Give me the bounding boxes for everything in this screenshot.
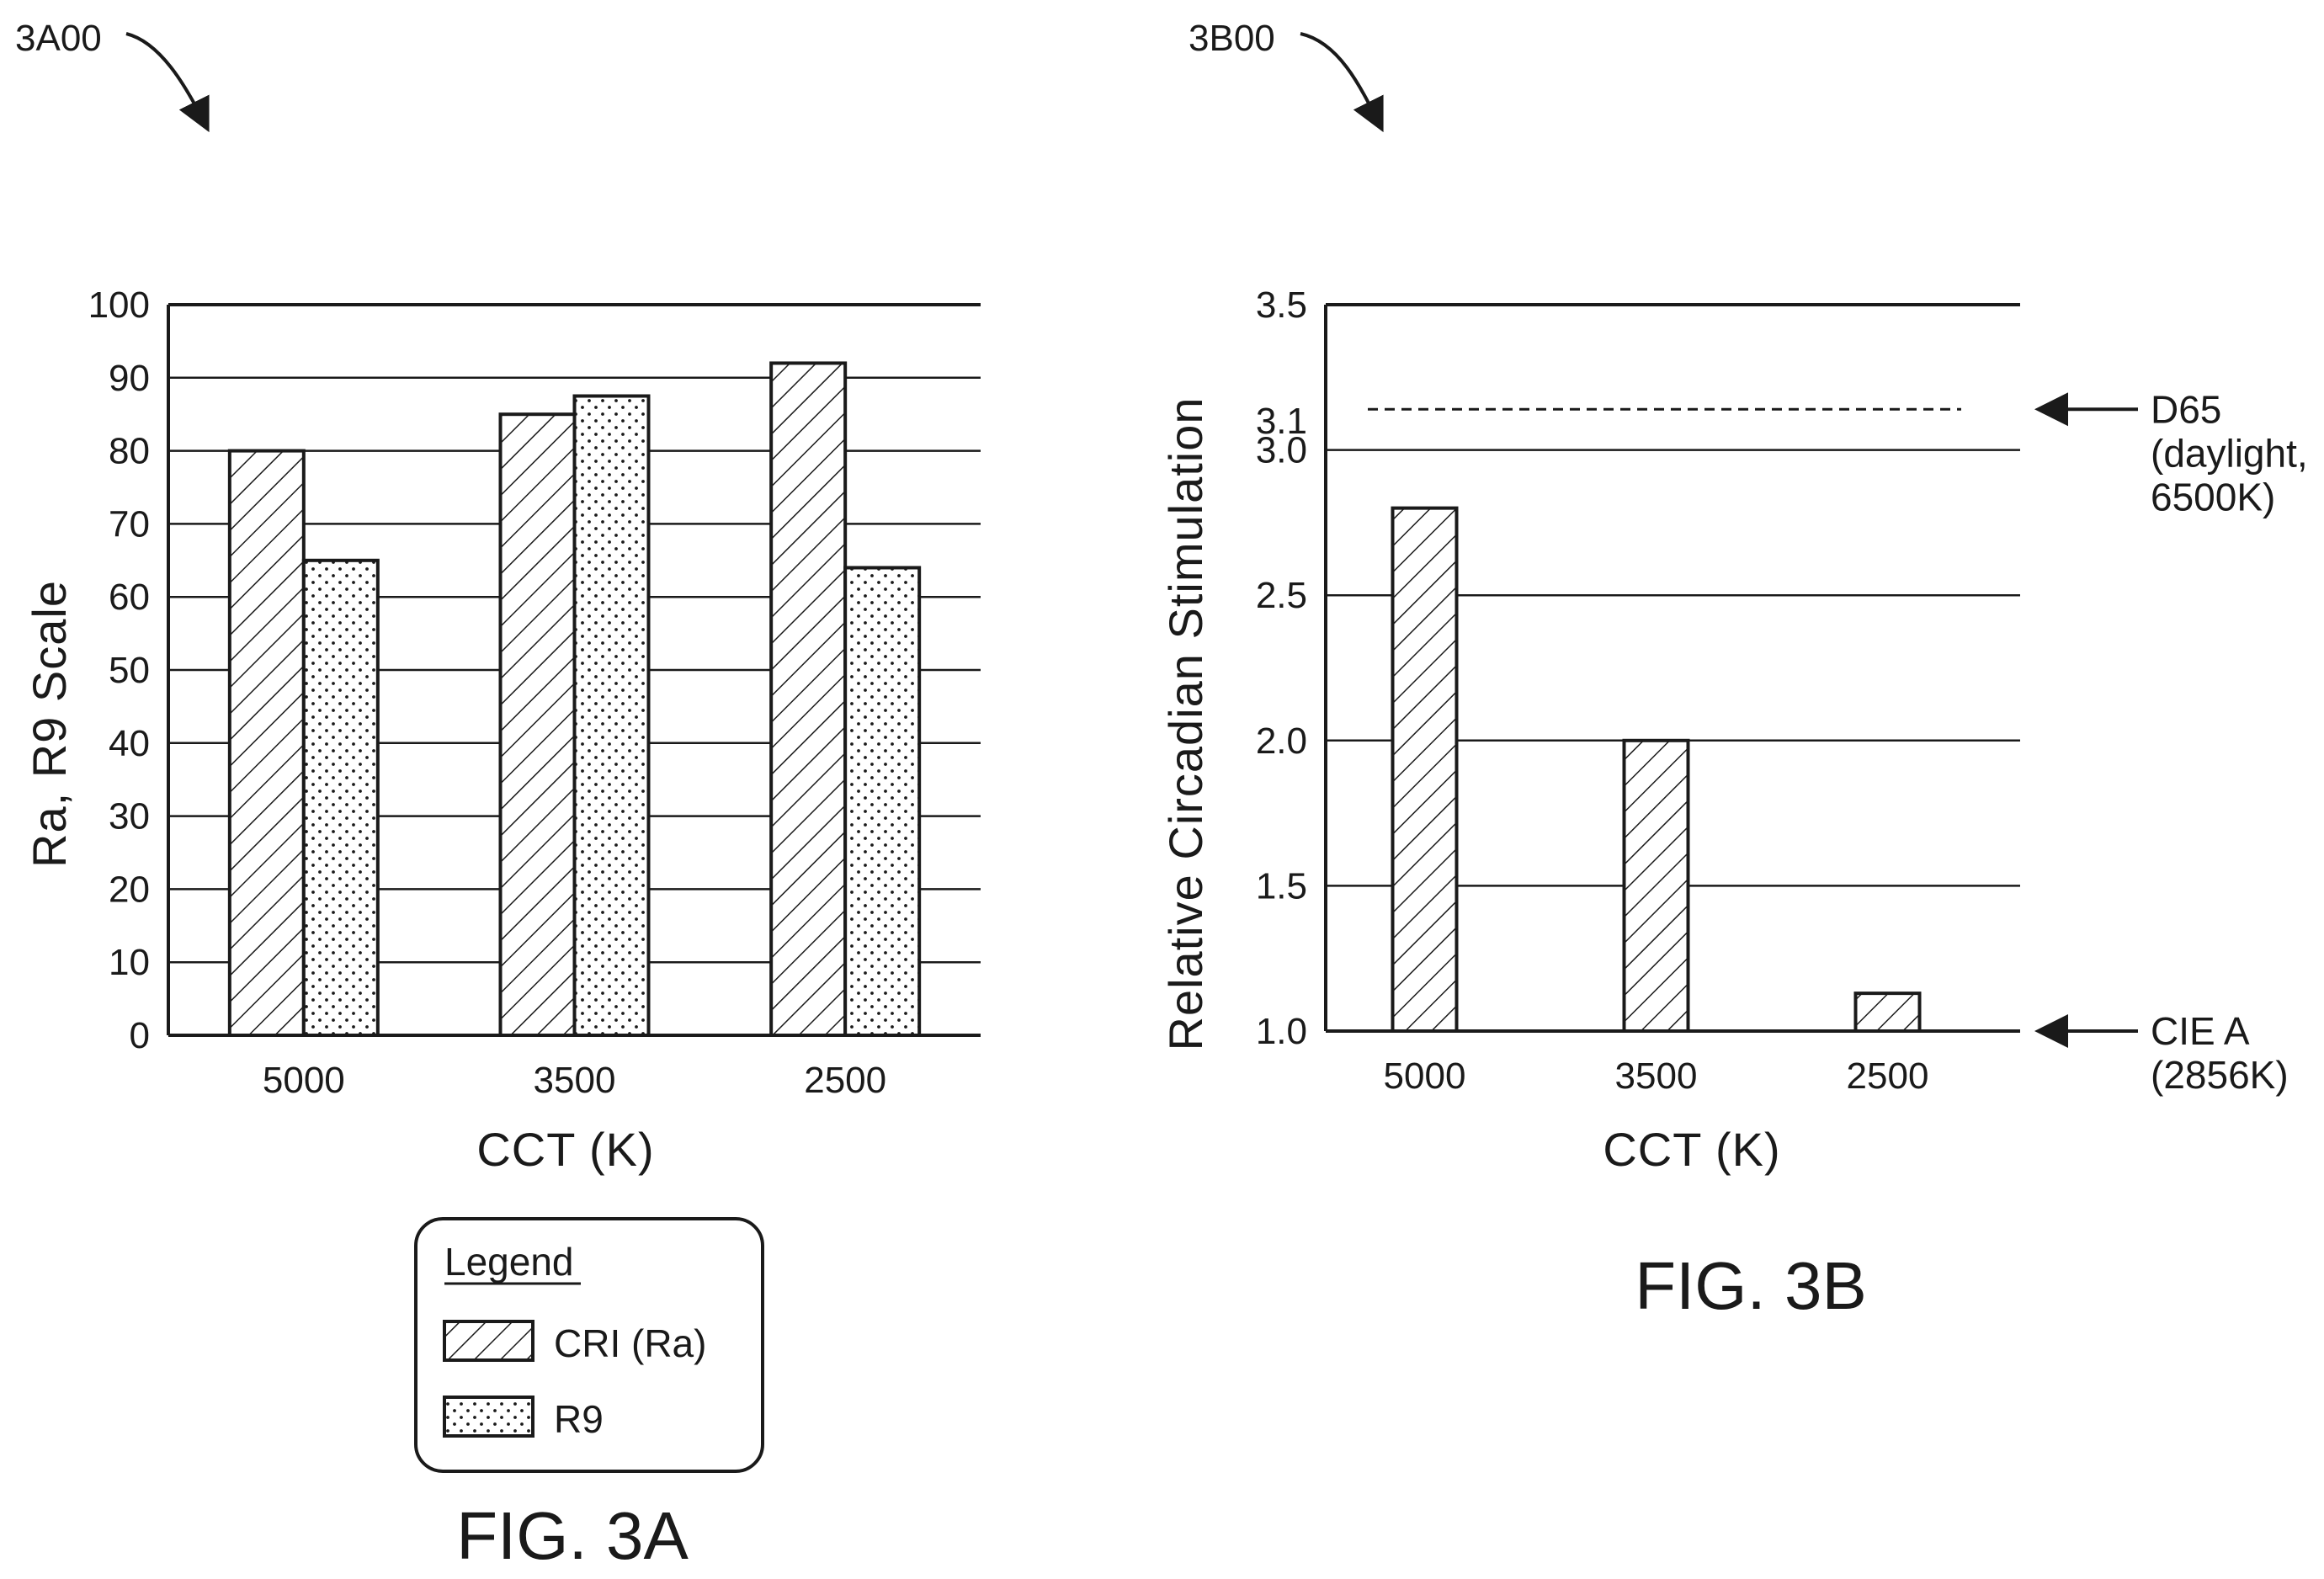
chart-3b-axes (1324, 303, 2020, 1033)
y-tick-label-20: 20 (109, 869, 150, 910)
chart-3a-y-axis-title: Ra, R9 Scale (23, 580, 76, 868)
x-tick-label-5000: 5000 (263, 1060, 345, 1101)
figure-3a-pointer-arrow (125, 32, 210, 133)
chart-3a: 0 10 20 30 40 50 60 70 80 90 100 5000 3500 2500 CCT … (23, 284, 981, 1176)
chart-3a-x-axis-title: CCT (K) (476, 1123, 654, 1176)
figure-3a-identifier: 3A00 (15, 18, 210, 133)
bar-cri-ra-5000 (227, 449, 306, 1037)
chart-3a-y-tick-labels: 0 10 20 30 40 50 60 70 80 90 100 (88, 284, 150, 1056)
x-tick-label-3500: 3500 (1615, 1055, 1698, 1097)
chart-3b: D65 (daylight, 6500K) CIE A (2856K) 1.0 1.5 2.… (1159, 284, 2308, 1176)
bar-3500 (1622, 738, 1690, 1033)
chart-3b-y-axis-title: Relative Circadian Stimulation (1159, 396, 1212, 1050)
y-tick-label-0: 0 (130, 1015, 150, 1056)
chart-3a-x-tick-labels: 5000 3500 2500 (263, 1060, 886, 1101)
y-tick-label-1-0: 1.0 (1256, 1011, 1307, 1052)
chart-3b-reference-lines: D65 (daylight, 6500K) CIE A (2856K) (1368, 387, 2308, 1097)
x-tick-label-2500: 2500 (804, 1060, 886, 1101)
y-tick-label-10: 10 (109, 942, 150, 983)
figure-3a-caption: FIG. 3A (456, 1498, 689, 1573)
figure-3a-id-label: 3A00 (15, 18, 102, 59)
y-tick-label-70: 70 (109, 503, 150, 545)
figure-3b-identifier: 3B00 (1189, 18, 1384, 133)
legend-swatch-r9 (443, 1396, 534, 1438)
legend-label-r9: R9 (554, 1397, 604, 1441)
reference-label-cie-a: CIE A (2856K) (2151, 1009, 2289, 1097)
bar-cri-ra-2500 (769, 361, 848, 1037)
chart-3a-bars (227, 361, 922, 1037)
y-tick-label-3-5: 3.5 (1256, 284, 1307, 326)
reference-label-d65: D65 (daylight, 6500K) (2151, 387, 2308, 518)
chart-3b-x-tick-labels: 5000 3500 2500 (1384, 1055, 1929, 1097)
bar-cri-ra-3500 (498, 412, 577, 1037)
figure-3b-pointer-arrow (1300, 32, 1384, 133)
legend-swatch-cri (443, 1320, 534, 1362)
chart-3b-x-axis-title: CCT (K) (1603, 1123, 1780, 1176)
y-tick-label-3-1: 3.1 (1256, 401, 1307, 442)
figure-3b-caption: FIG. 3B (1635, 1248, 1867, 1323)
x-tick-label-5000: 5000 (1384, 1055, 1466, 1097)
y-tick-label-2-0: 2.0 (1256, 720, 1307, 762)
bar-r9-3500 (572, 394, 651, 1037)
chart-3a-axes (167, 303, 981, 1037)
y-tick-label-30: 30 (109, 796, 150, 837)
bar-5000 (1391, 506, 1459, 1033)
x-tick-label-2500: 2500 (1847, 1055, 1929, 1097)
legend-label-cri: CRI (Ra) (554, 1321, 706, 1365)
legend-title: Legend (444, 1240, 574, 1284)
x-tick-label-3500: 3500 (534, 1060, 616, 1101)
y-tick-label-90: 90 (109, 358, 150, 399)
y-tick-label-1-5: 1.5 (1256, 865, 1307, 906)
chart-3b-y-tick-labels: 1.0 1.5 2.0 2.5 3.0 3.5 3.1 (1256, 284, 1307, 1052)
y-tick-label-40: 40 (109, 723, 150, 764)
y-tick-label-50: 50 (109, 650, 150, 691)
y-tick-label-2-5: 2.5 (1256, 575, 1307, 616)
chart-3a-legend: Legend CRI (Ra) R9 (414, 1217, 764, 1473)
y-tick-label-80: 80 (109, 431, 150, 472)
bar-r9-2500 (843, 566, 922, 1037)
figure-3b-id-label: 3B00 (1189, 18, 1275, 59)
chart-3b-bars (1391, 506, 1922, 1034)
bar-2500 (1853, 992, 1922, 1034)
bar-r9-5000 (301, 558, 380, 1037)
y-tick-label-3-0: 3.0 (1256, 430, 1307, 471)
y-tick-label-100: 100 (88, 284, 150, 326)
y-tick-label-60: 60 (109, 577, 150, 618)
